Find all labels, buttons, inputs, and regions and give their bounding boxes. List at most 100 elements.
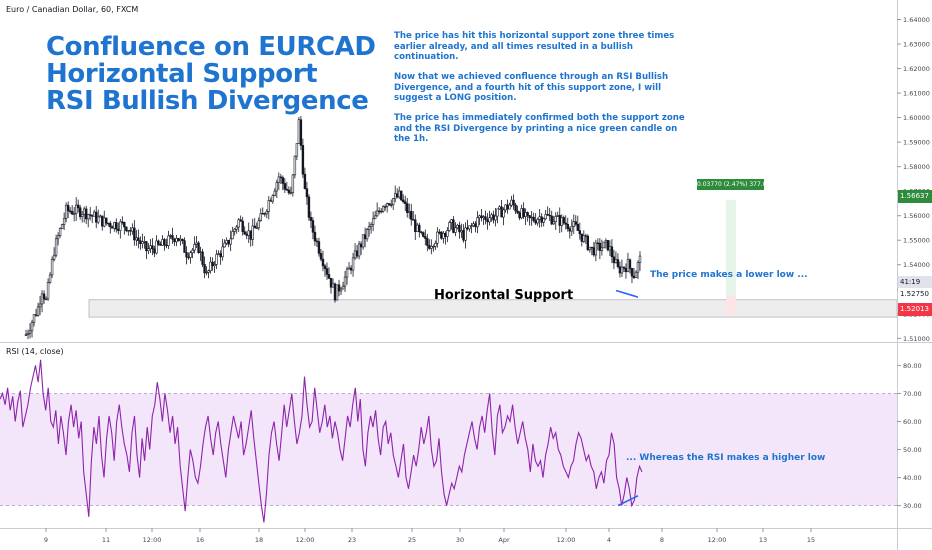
current-price-tag: 1.52750: [898, 288, 932, 301]
candle: [165, 244, 168, 247]
candle: [502, 209, 505, 218]
support-zone-label: Horizontal Support: [434, 288, 574, 303]
candle: [404, 201, 407, 204]
candle: [414, 219, 417, 232]
candle: [105, 217, 108, 224]
candle: [125, 226, 128, 231]
candle: [630, 268, 634, 277]
candle: [237, 219, 240, 228]
idea-title: Confluence on EURCAD Horizontal Support …: [46, 34, 376, 115]
candle: [484, 216, 487, 221]
candle: [167, 235, 170, 246]
time-tick-label: 16: [196, 536, 204, 544]
candle: [339, 288, 343, 292]
candle: [367, 226, 371, 230]
candle: [78, 207, 82, 217]
candle: [121, 221, 124, 223]
candle: [426, 238, 429, 246]
candle: [476, 217, 479, 228]
candle: [444, 232, 447, 237]
candle: [263, 213, 266, 215]
candle: [233, 228, 236, 232]
candle: [26, 332, 30, 336]
rsi-tick-label: 50.00: [903, 446, 922, 454]
price-tick-label: 1.56000: [903, 212, 930, 220]
candle: [494, 215, 497, 221]
candle: [466, 227, 469, 230]
price-tick-label: 1.61000: [903, 90, 930, 98]
candle: [157, 240, 160, 245]
candle: [211, 261, 214, 267]
candle: [133, 227, 136, 241]
candle: [155, 240, 158, 254]
candle: [570, 226, 573, 232]
candle: [173, 238, 176, 243]
candle: [203, 264, 206, 274]
candle: [185, 252, 188, 258]
candle: [323, 265, 327, 269]
time-tick-label: 4: [607, 536, 611, 544]
candle: [440, 231, 443, 239]
candle: [442, 232, 445, 239]
candle: [44, 298, 48, 301]
candle: [76, 204, 80, 209]
candle: [506, 204, 509, 210]
candle: [634, 271, 638, 279]
description-paragraph-3: The price has immediately confirmed both…: [394, 113, 685, 144]
candle: [544, 214, 547, 220]
rsi-divergence-line: [617, 495, 639, 507]
candle: [514, 204, 517, 212]
candle: [56, 235, 60, 240]
candle: [408, 211, 411, 213]
candle: [556, 215, 559, 217]
candle: [600, 247, 604, 251]
candle: [572, 221, 575, 227]
candle: [454, 227, 457, 233]
candle: [117, 228, 120, 231]
candle: [486, 219, 489, 223]
candle: [530, 216, 533, 219]
candle: [618, 266, 622, 274]
candle: [281, 177, 285, 184]
candle: [602, 241, 606, 249]
time-tick-label: 11: [102, 536, 110, 544]
candle: [394, 193, 397, 200]
candle: [163, 239, 166, 246]
candle: [462, 230, 465, 241]
candle: [269, 200, 272, 202]
candle: [30, 321, 34, 332]
candle: [488, 217, 491, 223]
candle: [97, 216, 100, 223]
candle: [315, 240, 319, 243]
candle: [307, 196, 311, 218]
candle: [297, 119, 301, 144]
candle: [295, 143, 299, 157]
candle: [540, 216, 543, 223]
candle: [528, 215, 531, 219]
candle: [179, 238, 182, 242]
candle: [375, 210, 379, 217]
candle: [608, 246, 612, 251]
candle: [50, 259, 54, 276]
candle: [496, 208, 499, 217]
candle: [389, 204, 393, 206]
candle: [351, 257, 355, 271]
position-target-label[interactable]: 0.03770 (2.47%) 377.0: [697, 179, 767, 190]
candle: [432, 246, 435, 248]
candle: [586, 235, 590, 251]
candle: [458, 224, 461, 233]
candle: [590, 246, 594, 249]
rsi-band: [0, 393, 897, 506]
rsi-indicator-label: RSI (14, close): [6, 347, 64, 356]
candle: [448, 222, 451, 231]
candle: [552, 221, 555, 225]
candle: [229, 238, 232, 245]
candle: [181, 238, 184, 242]
candle: [235, 226, 238, 230]
candle: [438, 231, 441, 234]
candle: [99, 215, 102, 218]
candle: [89, 214, 92, 216]
price-tick-label: 1.59000: [903, 139, 930, 147]
candle: [329, 277, 333, 288]
candle: [227, 240, 230, 245]
